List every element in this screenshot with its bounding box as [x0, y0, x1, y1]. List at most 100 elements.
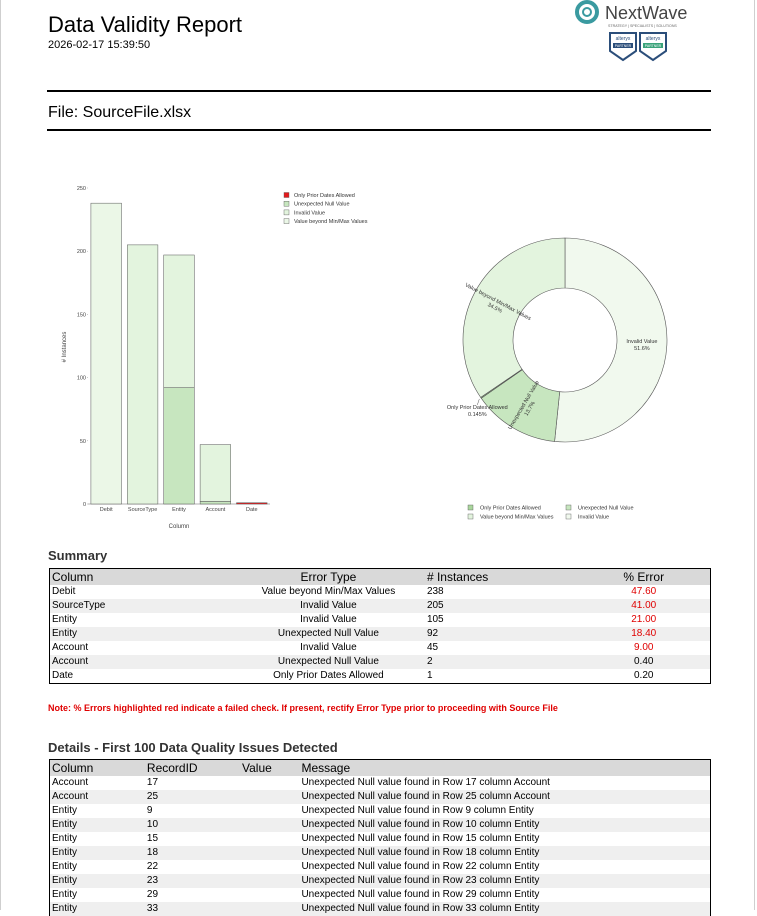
- table-cell: 23: [144, 874, 241, 888]
- table-cell: 238: [426, 586, 444, 597]
- badge-brand: alteryx: [646, 36, 661, 42]
- slice-label: Only Prior Dates Allowed: [447, 405, 508, 411]
- y-tick-label: 150: [77, 312, 86, 318]
- bar-segment: [199, 501, 231, 505]
- table-cell: 21.00: [631, 614, 657, 625]
- table-cell: [240, 776, 299, 790]
- legend-label: Value beyond Min/Max Values: [480, 515, 554, 521]
- table-cell: Unexpected Null value found in Row 15 co…: [301, 833, 540, 844]
- table-cell: Unexpected Null Value: [231, 627, 425, 641]
- slice-value: 51.6%: [634, 346, 650, 352]
- bar-segment: [90, 202, 122, 505]
- table-cell: 9: [146, 805, 153, 816]
- logo: NextWave STRATEGY | SPECIALISTS | SOLUTI…: [575, 0, 687, 62]
- column-header: Column: [49, 568, 232, 585]
- table-row: Entity 10 Unexpected Null value found in R…: [49, 818, 711, 832]
- table-cell: Account: [52, 777, 89, 788]
- badge-label: PARTNER: [645, 44, 662, 48]
- table-cell: 15: [146, 833, 159, 844]
- legend-swatch: [565, 504, 572, 511]
- donut-slice: [554, 237, 668, 443]
- report-title: Data Validity Report: [48, 12, 243, 37]
- logo-icon-inner: [582, 7, 592, 17]
- legend-label: Invalid Value: [294, 210, 325, 216]
- legend-swatch: [467, 513, 474, 520]
- table-cell: 9.00: [633, 642, 654, 653]
- legend-label: Only Prior Dates Allowed: [294, 193, 355, 199]
- table-cell: Value beyond Min/Max Values: [261, 586, 396, 597]
- y-tick-label: 0: [83, 502, 86, 508]
- table-row: Entity 22 Unexpected Null value found in R…: [50, 860, 711, 874]
- badge-band: [613, 43, 633, 48]
- legend-label: Value beyond Min/Max Values: [294, 219, 368, 225]
- table-cell: [240, 790, 300, 804]
- section-title: Summary: [48, 548, 108, 563]
- details-table: Column RecordID Value Message Account 17 Unexp…: [49, 759, 711, 916]
- header-row: Column RecordID Value Message: [49, 759, 711, 776]
- table-cell: Entity: [52, 614, 78, 625]
- divider: [47, 129, 711, 131]
- table-row: SourceType Invalid Value 205 41.00: [49, 599, 711, 613]
- table-cell: [240, 804, 299, 818]
- table-cell: SourceType: [49, 599, 232, 613]
- table-cell: Entity: [52, 889, 78, 900]
- table-cell: [240, 846, 300, 860]
- column-header: % Error: [577, 568, 711, 585]
- legend-swatch: [467, 504, 474, 511]
- x-tick-label: SourceType: [128, 507, 157, 513]
- table-cell: Unexpected Null value found in Row 18 co…: [299, 846, 711, 860]
- table-row: Entity 33 Unexpected Null value found in R…: [49, 902, 711, 916]
- table-row: Debit Value beyond Min/Max Values 238 47.60: [50, 585, 711, 599]
- column-header: Error Type: [231, 568, 425, 585]
- table-cell: [240, 888, 299, 902]
- table-cell: Account: [49, 790, 145, 804]
- table-row: Entity 29 Unexpected Null value found in R…: [50, 888, 711, 902]
- table-cell: Invalid Value: [231, 599, 425, 613]
- section-title: Details - First 100 Data Quality Issues …: [48, 740, 338, 755]
- bar-segment: [199, 444, 231, 502]
- table-cell: 1: [426, 670, 433, 681]
- legend-swatch: [283, 209, 290, 216]
- table-row: Entity 15 Unexpected Null value found in R…: [50, 832, 711, 846]
- file-name: File: SourceFile.xlsx: [48, 104, 192, 121]
- table-cell: Entity: [52, 833, 78, 844]
- summary-table: Column Error Type # Instances% Error Debit V…: [49, 568, 711, 684]
- x-axis-label: Column: [169, 524, 190, 530]
- table-cell: 45: [426, 642, 439, 653]
- table-cell: [240, 818, 300, 832]
- table-cell: Invalid Value: [300, 614, 357, 625]
- table-row: Entity Invalid Value 105 21.00: [50, 613, 711, 627]
- table-cell: Debit: [52, 586, 76, 597]
- slice-label: Invalid Value: [626, 339, 657, 345]
- table-row: Entity 9 Unexpected Null value found in Ro…: [50, 804, 711, 818]
- column-header: Message: [299, 759, 711, 776]
- table-cell: Invalid Value: [300, 642, 357, 653]
- table-cell: 92: [424, 627, 578, 641]
- slice-value: 0.145%: [468, 412, 487, 418]
- table-cell: 29: [146, 889, 159, 900]
- logo-icon: [575, 0, 599, 24]
- legend-label: Invalid Value: [578, 515, 609, 521]
- table-cell: Unexpected Null value found in Row 23 co…: [299, 874, 711, 888]
- table-cell: Entity: [49, 874, 145, 888]
- table-cell: Unexpected Null value found in Row 33 co…: [299, 902, 711, 916]
- note: Note: % Errors highlighted red indicate …: [48, 703, 558, 713]
- header-row: Column Error Type # Instances% Error: [49, 568, 711, 585]
- legend-swatch: [283, 200, 290, 207]
- y-tick-label: 250: [77, 186, 86, 192]
- table-cell: Unexpected Null value found in Row 22 co…: [301, 861, 540, 872]
- y-tick-label: 200: [77, 249, 86, 255]
- table-row: Date Only Prior Dates Allowed 1 0.20: [50, 669, 711, 684]
- column-header: Column: [49, 759, 145, 776]
- divider: [47, 90, 711, 92]
- legend-swatch: [283, 192, 290, 198]
- table-row: Account Unexpected Null Value 2 0.40: [49, 655, 711, 669]
- x-tick-label: Date: [246, 507, 258, 513]
- legend-label: Unexpected Null Value: [294, 202, 350, 208]
- table-cell: 10: [144, 818, 241, 832]
- y-tick-label: 50: [80, 439, 86, 445]
- table-cell: 205: [424, 599, 578, 613]
- table-cell: Account: [52, 642, 89, 653]
